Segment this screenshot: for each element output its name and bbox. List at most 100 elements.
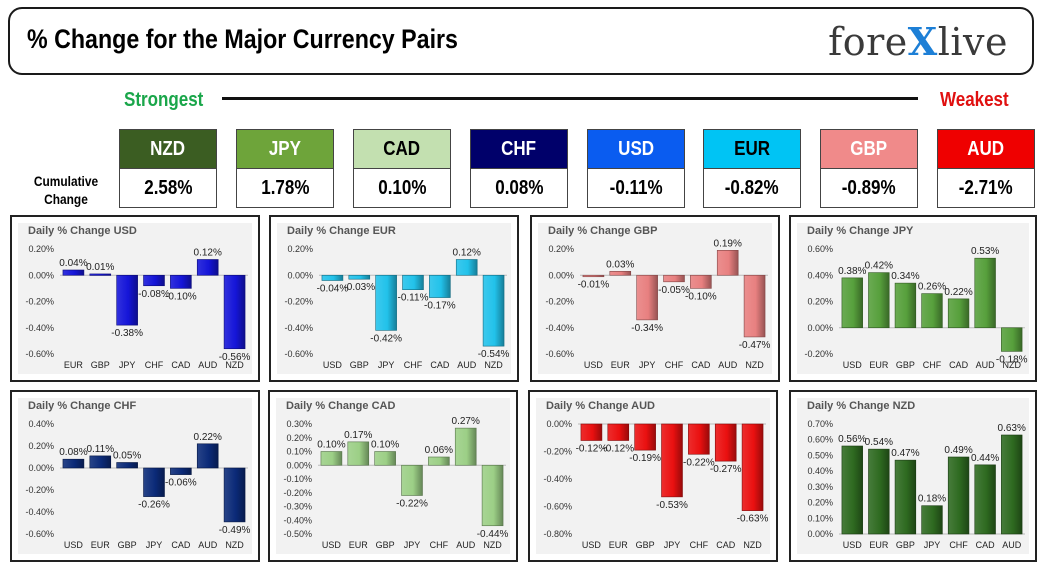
plot-area <box>276 398 510 554</box>
bar-chf <box>428 456 450 466</box>
plot-area <box>18 398 252 554</box>
bar-eur <box>868 448 890 535</box>
cumulative-change-value: 0.08% <box>471 169 567 207</box>
bar-usd <box>320 451 343 466</box>
bar-aud <box>196 259 219 276</box>
data-label: 0.49% <box>944 445 972 456</box>
data-label: -0.26% <box>138 500 170 511</box>
data-label: -0.44% <box>477 529 509 540</box>
bar-jpy <box>116 274 138 326</box>
chart-svg: Daily % Change EUR 0.20% 0.00% -0.20% -0.40%… <box>277 223 511 374</box>
x-tick-label: AUD <box>198 540 218 550</box>
data-label: 0.12% <box>194 248 222 259</box>
x-tick-label: CHF <box>145 360 164 370</box>
data-label: -0.17% <box>424 301 456 312</box>
y-tick-label: -0.20% <box>284 297 313 307</box>
chart-panel-3: Daily % Change GBP 0.20% 0.00% -0.20% -0.40%… <box>530 215 780 382</box>
data-label: 0.17% <box>344 430 372 441</box>
y-tick-label: -0.20% <box>545 297 574 307</box>
data-label: 0.10% <box>317 440 345 451</box>
data-label: 0.05% <box>113 451 141 462</box>
y-tick-label: 0.00% <box>28 463 54 473</box>
currency-code: NZD <box>120 130 216 169</box>
data-label: -0.19% <box>629 453 661 464</box>
x-tick-label: NZD <box>484 360 503 370</box>
currency-code: AUD <box>938 130 1034 169</box>
bar-aud <box>1001 434 1023 535</box>
y-tick-label: 0.30% <box>807 482 833 492</box>
bar-eur <box>609 271 632 276</box>
data-label: -0.03% <box>343 282 375 293</box>
currency-box-eur: EUR -0.82% <box>703 129 801 208</box>
data-label: -0.08% <box>138 289 170 300</box>
chart-title: Daily % Change GBP <box>548 225 657 237</box>
page-title: % Change for the Major Currency Pairs <box>27 24 458 54</box>
currency-box-nzd: NZD 2.58% <box>119 129 217 208</box>
y-tick-label: -0.20% <box>25 297 54 307</box>
chart-panel-8: Daily % Change NZD 0.70% 0.60% 0.50% 0.40% 0.… <box>789 390 1037 562</box>
y-tick-label: -0.40% <box>284 323 313 333</box>
header-banner: % Change for the Major Currency Pairs fo… <box>8 7 1034 75</box>
x-tick-label: EUR <box>611 360 631 370</box>
y-tick-label: -0.40% <box>25 323 54 333</box>
chart-svg: Daily % Change USD 0.20% 0.00% -0.20% -0.40%… <box>18 223 252 374</box>
y-tick-label: 0.20% <box>28 441 54 451</box>
data-label: 0.03% <box>606 259 634 270</box>
chart-svg: Daily % Change GBP 0.20% 0.00% -0.20% -0.40%… <box>538 223 772 374</box>
currency-code: GBP <box>821 130 917 169</box>
bar-cad <box>690 274 712 289</box>
y-tick-label: 0.40% <box>28 419 54 429</box>
y-tick-label: 0.60% <box>807 435 833 445</box>
y-tick-label: 0.50% <box>807 450 833 460</box>
data-label: -0.54% <box>478 349 510 360</box>
bar-nzd <box>482 274 505 347</box>
y-tick-label: 0.20% <box>287 244 313 254</box>
chart-panel-2: Daily % Change EUR 0.20% 0.00% -0.20% -0.40%… <box>269 215 519 382</box>
y-tick-label: -0.40% <box>545 323 574 333</box>
bar-jpy <box>661 423 683 498</box>
cumulative-change-value: 0.10% <box>354 169 450 207</box>
bar-chf <box>402 274 424 290</box>
y-tick-label: -0.40% <box>25 507 54 517</box>
bar-eur <box>868 272 890 329</box>
data-label: -0.10% <box>685 291 717 302</box>
x-tick-label: JPY <box>404 540 421 550</box>
data-label: -0.06% <box>165 478 197 489</box>
bar-aud <box>716 250 739 276</box>
currency-box-cad: CAD 0.10% <box>353 129 451 208</box>
strongest-label: Strongest <box>124 89 204 111</box>
currency-code: CAD <box>354 130 450 169</box>
chart-panel-5: Daily % Change CHF 0.40% 0.20% 0.00% -0.20% -… <box>10 390 260 562</box>
bar-cad <box>947 298 970 329</box>
chart-title: Daily % Change USD <box>28 225 137 237</box>
y-tick-label: 0.10% <box>286 447 312 457</box>
x-tick-label: USD <box>322 540 342 550</box>
y-tick-label: -0.20% <box>283 488 312 498</box>
forexlive-logo: foreXlive <box>828 19 1008 64</box>
bar-gbp <box>634 423 656 451</box>
y-tick-label: 0.00% <box>807 323 833 333</box>
data-label: -0.12% <box>576 444 608 455</box>
chart-svg: Daily % Change JPY 0.60% 0.40% 0.20% 0.00% -0… <box>797 223 1029 374</box>
y-tick-label: -0.20% <box>543 447 572 457</box>
chart-panel-7: Daily % Change AUD 0.00% -0.20% -0.40% -0.60… <box>528 390 778 562</box>
y-tick-label: 0.40% <box>807 466 833 476</box>
data-label: -0.27% <box>710 464 742 475</box>
data-label: -0.47% <box>739 340 771 351</box>
bar-gbp <box>374 451 396 466</box>
y-tick-label: 0.20% <box>286 433 312 443</box>
x-tick-label: CHF <box>690 540 709 550</box>
y-tick-label: -0.60% <box>545 349 574 359</box>
x-tick-label: USD <box>843 540 863 550</box>
y-tick-label: 0.70% <box>807 419 833 429</box>
bar-usd <box>582 274 605 278</box>
x-tick-label: USD <box>582 540 602 550</box>
data-label: 0.06% <box>425 445 453 456</box>
x-tick-label: CAD <box>976 540 996 550</box>
data-label: 0.44% <box>971 453 999 464</box>
y-tick-label: 0.00% <box>28 270 54 280</box>
x-tick-label: AUD <box>456 540 476 550</box>
currency-code: JPY <box>237 130 333 169</box>
bar-chf <box>688 423 710 455</box>
data-label: -0.18% <box>996 354 1028 365</box>
